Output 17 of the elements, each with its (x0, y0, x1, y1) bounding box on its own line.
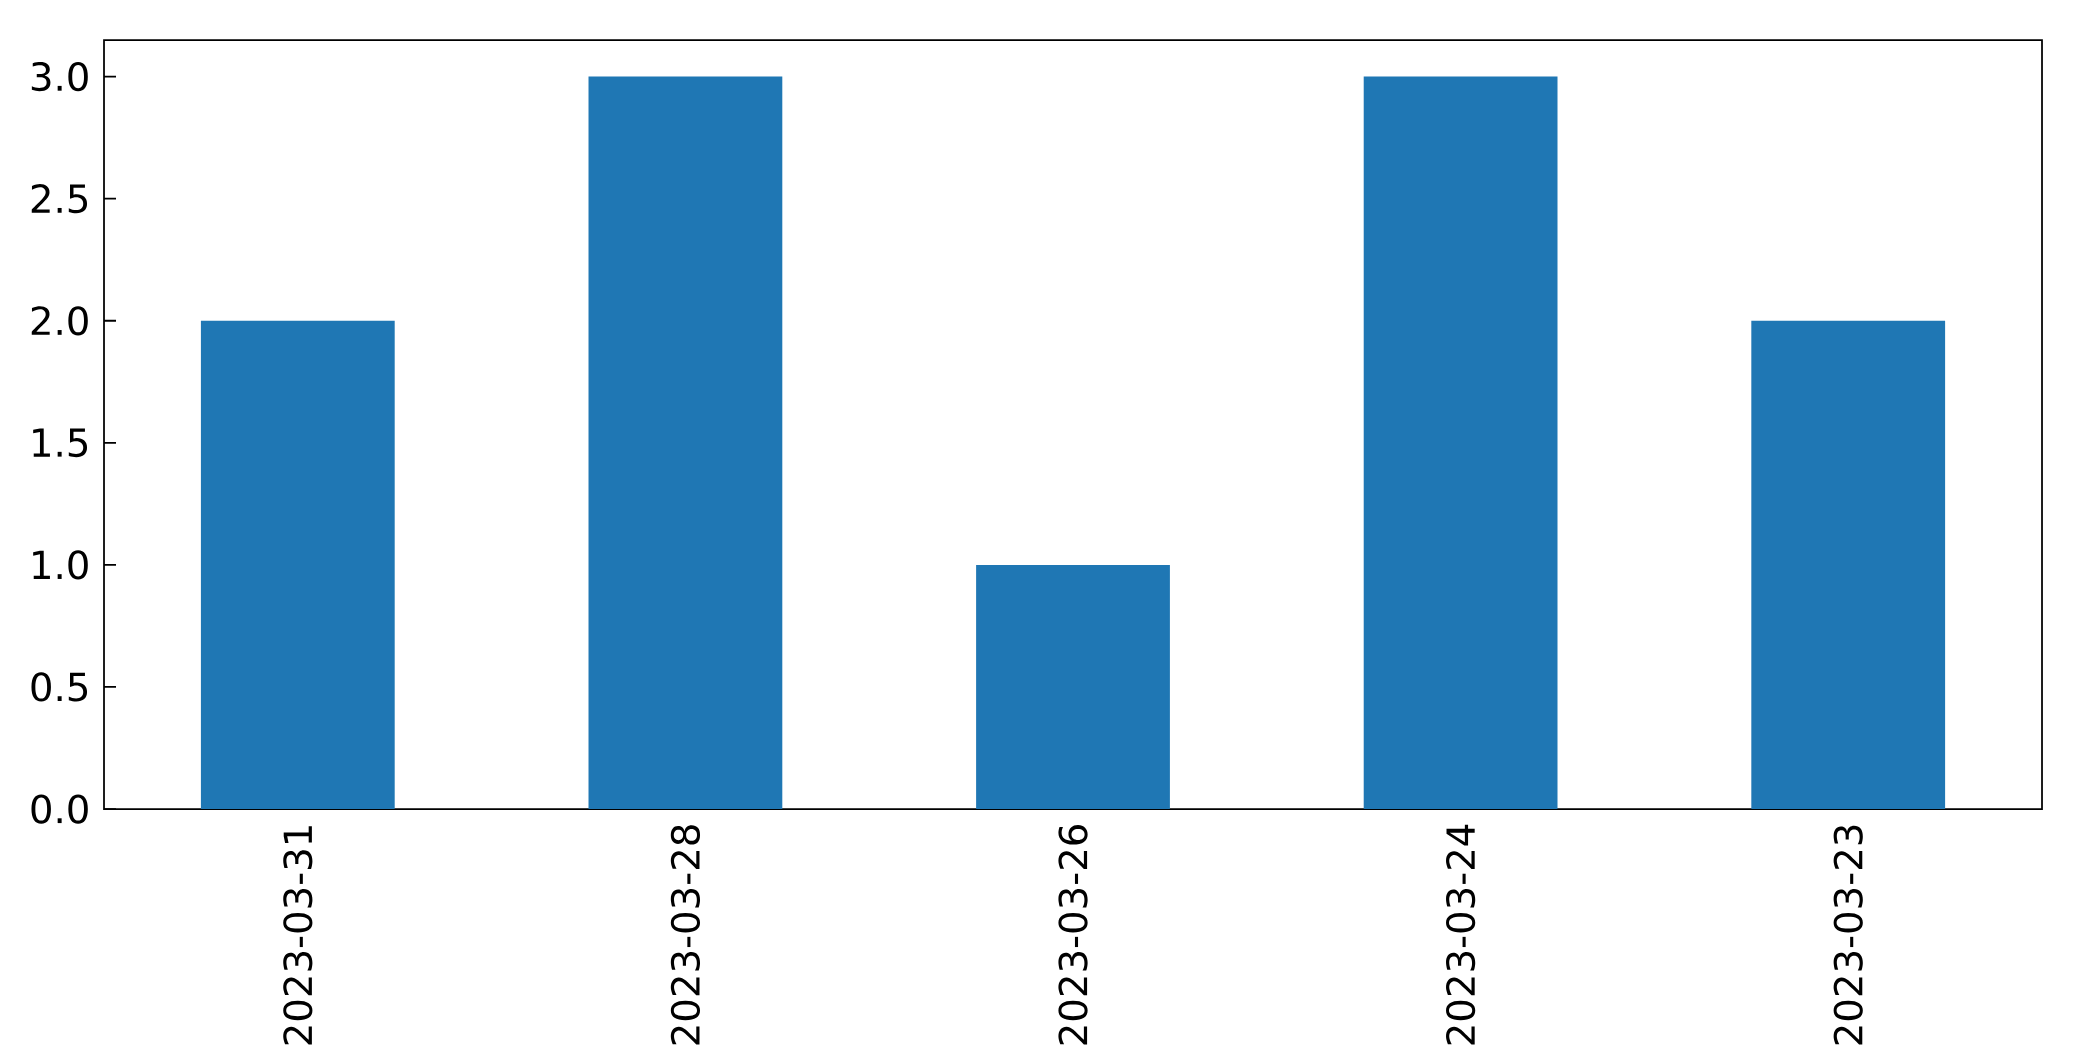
y-tick-label: 3.0 (31, 62, 88, 92)
y-tick-label: 0.5 (31, 672, 88, 702)
x-tick-label: 2023-03-31 (283, 826, 313, 1045)
x-tick-label: 2023-03-24 (1446, 824, 1476, 1045)
x-tick-label: 2023-03-23 (1833, 825, 1863, 1045)
y-tick-label: 1.0 (33, 550, 88, 580)
bar (976, 564, 1170, 810)
bar (1751, 320, 1946, 810)
bar (1363, 76, 1558, 810)
bar (200, 320, 395, 810)
y-tick-label: 2.5 (31, 184, 88, 214)
x-tick-label: 2023-03-26 (1058, 825, 1088, 1045)
x-tick-label: 2023-03-28 (670, 825, 701, 1045)
y-tick-label: 0.0 (31, 794, 88, 824)
y-tick-label: 2.0 (31, 306, 88, 336)
y-tick-label: 1.5 (33, 428, 88, 458)
bar (588, 76, 783, 810)
